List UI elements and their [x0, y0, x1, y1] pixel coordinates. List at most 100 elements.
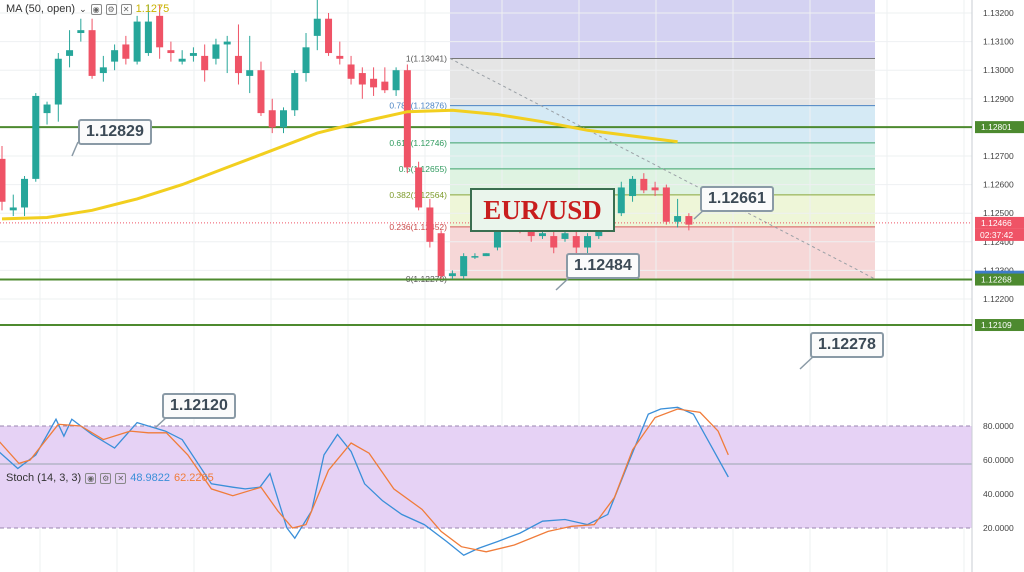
fib-level-label: 0.786(1.12876)	[389, 101, 447, 111]
fib-level-label: 1(1.13041)	[406, 53, 447, 63]
fib-zone	[450, 0, 875, 59]
stoch-tick-label: 40.0000	[983, 489, 1014, 499]
candle-body	[9, 207, 17, 211]
candle-body	[662, 187, 670, 222]
countdown-tag-label: 02:37:42	[980, 230, 1013, 240]
price-tag-label: 1.12801	[981, 122, 1012, 132]
candle-body	[617, 187, 625, 214]
candle-body	[640, 178, 648, 191]
stoch-k-value: 48.9822	[130, 472, 170, 484]
trend-line[interactable]	[449, 58, 876, 280]
price-tag-label: 1.12268	[981, 275, 1012, 285]
candle-body	[685, 216, 693, 225]
fib-zone	[450, 105, 875, 143]
price-grid	[0, 0, 972, 572]
stoch-axis-labels: 80.0000 60.0000 40.0000 20.0000	[983, 421, 1014, 533]
candle-body	[0, 158, 6, 202]
candle-body	[156, 15, 164, 48]
price-tag-background	[975, 273, 1024, 286]
close-icon[interactable]: ✕	[120, 3, 132, 15]
callout-label[interactable]: 1.12829	[78, 119, 152, 145]
price-tick-label: 1.12500	[983, 208, 1014, 218]
settings-icon[interactable]: ⚙	[105, 3, 117, 15]
candle-body	[111, 50, 119, 62]
price-tick-label: 1.12700	[983, 151, 1014, 161]
stoch-tick-label: 80.0000	[983, 421, 1014, 431]
stoch-indicator-header[interactable]: Stoch (14, 3, 3) ◉ ⚙ ✕ 48.9822 62.2265	[6, 472, 214, 484]
candle-body	[144, 21, 152, 54]
price-tick-label: 1.12400	[983, 237, 1014, 247]
candle-body	[550, 236, 558, 248]
price-tick-label: 1.13000	[983, 65, 1014, 75]
ma-indicator-value: 1.1275	[135, 3, 170, 15]
fib-level-label: 0.236(1.12452)	[389, 222, 447, 232]
candle-body	[43, 104, 51, 114]
eye-icon[interactable]: ◉	[90, 3, 102, 15]
price-tick-label: 1.13100	[983, 37, 1014, 47]
candle-body	[77, 30, 85, 34]
candle-body	[370, 78, 378, 88]
fibonacci-zones	[450, 0, 875, 279]
candle-body	[651, 187, 659, 191]
candle-body	[403, 70, 411, 168]
candle-body	[122, 44, 130, 59]
candle-body	[223, 41, 231, 45]
callout-label[interactable]: 1.12120	[162, 393, 236, 419]
candle-body	[54, 58, 62, 105]
candle-body	[347, 64, 355, 79]
candle-body	[538, 233, 546, 237]
candle-body	[268, 110, 276, 128]
candle-body	[212, 44, 220, 59]
candle-body	[201, 55, 209, 71]
candle-body	[584, 236, 592, 248]
close-icon[interactable]: ✕	[115, 472, 127, 484]
candle-body	[302, 47, 310, 74]
candle-body	[336, 55, 344, 59]
price-tag-label: 1.12466	[981, 218, 1012, 228]
moving-average-line	[1, 108, 678, 221]
candle-body	[358, 73, 366, 85]
candle-body	[493, 224, 501, 248]
eye-icon[interactable]: ◉	[85, 472, 97, 484]
candle-body	[257, 70, 265, 114]
callout-label[interactable]: 1.12278	[810, 332, 884, 358]
price-axis-labels: 1.132001.131001.130001.129001.128001.127…	[983, 8, 1014, 304]
callout-pointer	[71, 141, 79, 157]
candle-body	[415, 167, 423, 208]
ma-indicator-label: MA (50, open)	[6, 3, 76, 15]
candle-body	[629, 178, 637, 197]
candle-body	[178, 58, 186, 62]
price-tag-background	[975, 319, 1024, 332]
callout-label[interactable]: 1.12484	[566, 253, 640, 279]
candle-body	[167, 50, 175, 54]
candle-body	[448, 273, 456, 277]
candle-body	[460, 256, 468, 277]
candle-body	[234, 55, 242, 74]
candle-body	[482, 253, 490, 257]
callout-label[interactable]: 1.12661	[700, 186, 774, 212]
settings-icon[interactable]: ⚙	[100, 472, 112, 484]
fib-zone	[450, 226, 875, 279]
symbol-title: EUR/USD	[470, 188, 615, 232]
candle-body	[313, 18, 321, 36]
stoch-tick-label: 20.0000	[983, 523, 1014, 533]
candle-body	[291, 73, 299, 111]
candle-body	[437, 233, 445, 277]
price-tick-label: 1.12900	[983, 94, 1014, 104]
candle-body	[561, 233, 569, 239]
stoch-indicator-label: Stoch (14, 3, 3)	[6, 472, 82, 484]
fib-level-label: 0.5(1.12655)	[399, 164, 447, 174]
chevron-down-icon[interactable]: ⌄	[79, 3, 87, 14]
support-resistance-lines[interactable]	[0, 126, 972, 327]
stoch-band-lines	[0, 425, 972, 529]
fib-zone	[450, 58, 875, 106]
candle-body	[189, 53, 197, 56]
ma-indicator-header[interactable]: MA (50, open) ⌄ ◉ ⚙ ✕ 1.1275	[6, 3, 169, 15]
price-tick-label: 1.13200	[983, 8, 1014, 18]
price-tick-label: 1.12300	[983, 265, 1014, 275]
candle-body	[392, 70, 400, 91]
candle-body	[674, 216, 682, 222]
candle-body	[32, 95, 40, 179]
candle-body	[572, 236, 580, 248]
